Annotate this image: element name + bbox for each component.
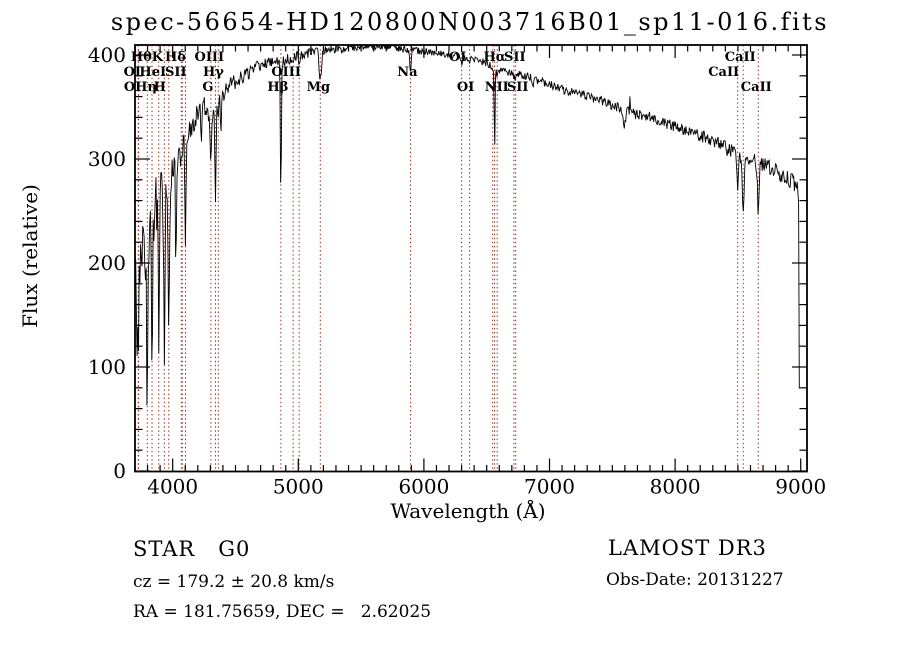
spectral-line-label: CaII: [708, 65, 739, 80]
y-tick-label: 0: [113, 459, 126, 483]
x-tick-label: 6000: [398, 475, 449, 499]
spectral-line-label: SII: [504, 50, 526, 65]
spectral-line-label: K: [152, 50, 164, 65]
spectral-line-label: Hβ: [267, 80, 288, 95]
spectral-line-label: HeI: [139, 65, 166, 80]
spectral-line-label: Hα: [483, 50, 505, 65]
spectral-line-label: CaII: [725, 50, 756, 65]
y-axis-label: Flux (relative): [18, 184, 42, 328]
survey-label: LAMOST DR3: [608, 536, 767, 560]
x-tick-label: 8000: [650, 475, 701, 499]
x-tick-label: 5000: [273, 475, 324, 499]
x-tick-label: 7000: [524, 475, 575, 499]
spectral-line-label: Hη: [135, 80, 157, 95]
spectral-line-label: G: [202, 80, 213, 95]
obs-date-label: Obs-Date: 20131227: [606, 570, 784, 590]
spectral-line-label: OI: [449, 50, 466, 65]
plot-box: [134, 44, 808, 473]
y-tick-label: 400: [88, 43, 126, 67]
spectral-line-label: Hγ: [203, 65, 224, 80]
spectral-line-label: OI: [124, 65, 141, 80]
spectral-line-label: OIII: [271, 65, 301, 80]
y-tick-label: 200: [88, 251, 126, 275]
x-tick-label: 4000: [147, 475, 198, 499]
y-tick-label: 300: [88, 147, 126, 171]
spectral-line-label: Mg: [307, 80, 330, 95]
ra-dec-label: RA = 181.75659, DEC = 2.62025: [133, 602, 432, 622]
radial-velocity-label: cz = 179.2 ± 20.8 km/s: [133, 572, 335, 592]
y-tick-label: 100: [88, 355, 126, 379]
spectral-line-label: Hδ: [165, 50, 186, 65]
spectral-line-label: OI: [457, 80, 474, 95]
spectral-line-label: OIII: [195, 50, 225, 65]
spectral-line-label: SII: [165, 65, 187, 80]
plot-title: spec-56654-HD120800N003716B01_sp11-016.f…: [110, 8, 830, 36]
spectral-line-label: H: [154, 80, 166, 95]
x-axis-label: Wavelength (Å): [390, 499, 546, 523]
spectral-line-label: CaII: [741, 80, 772, 95]
classification-label: STAR G0: [133, 537, 251, 561]
spectral-line-label: NII: [485, 80, 509, 95]
spectral-line-label: SII: [507, 80, 529, 95]
spectral-line-label: OI: [124, 80, 141, 95]
spectral-line-label: Hθ: [131, 50, 152, 65]
spectral-line-label: Na: [397, 65, 418, 80]
x-tick-label: 9000: [775, 475, 826, 499]
spectrum-curve: [134, 43, 800, 406]
